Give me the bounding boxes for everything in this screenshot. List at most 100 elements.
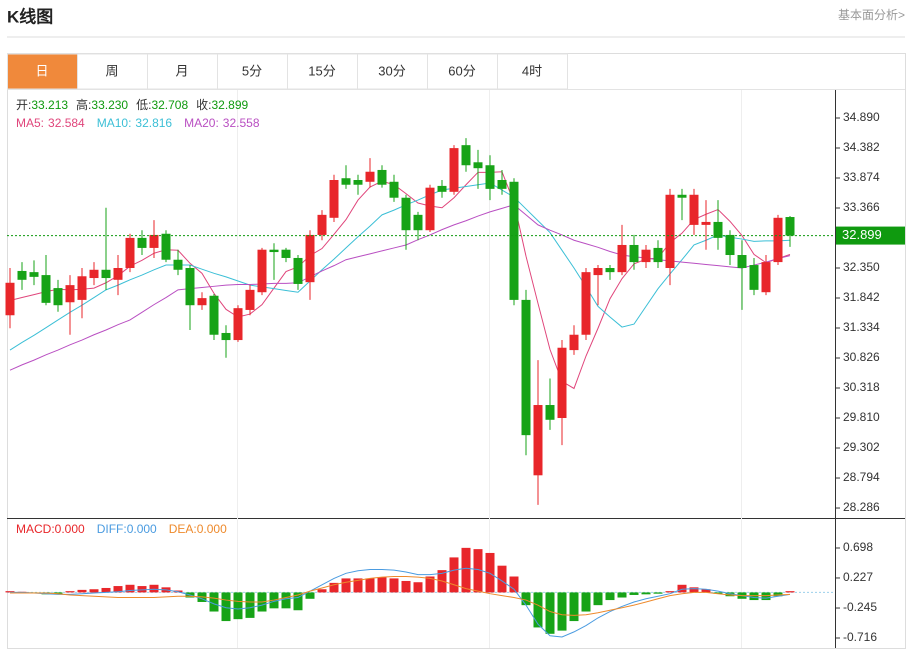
y-tick-label: 33.874 <box>843 170 880 184</box>
macd-bar <box>101 587 111 593</box>
macd-bar <box>749 592 759 601</box>
y-tick-label: 0.227 <box>843 570 873 584</box>
candle-body <box>665 194 675 269</box>
candle-body <box>137 237 147 248</box>
info-name: 高: <box>76 97 91 112</box>
ma-line <box>9 182 791 351</box>
candle-body <box>605 268 615 273</box>
macd-legend-name: MACD: <box>16 522 55 536</box>
tab-label[interactable]: 60分 <box>448 63 475 78</box>
tab[interactable]: 30分 <box>357 53 428 90</box>
candle-body <box>185 268 195 306</box>
candle-body <box>101 269 111 279</box>
candle-body <box>425 187 435 231</box>
candle-body <box>317 214 327 235</box>
tab[interactable]: 15分 <box>287 53 358 90</box>
macd-bar <box>701 589 711 593</box>
candle-body <box>329 180 339 218</box>
candle-body <box>245 289 255 310</box>
candle-body <box>209 295 219 335</box>
candle-body <box>497 180 507 189</box>
ma-legend-value: 32.584 <box>48 116 85 130</box>
tab[interactable]: 4时 <box>497 53 568 90</box>
candle-body <box>461 145 471 166</box>
macd-bar <box>785 591 795 593</box>
candle-body <box>5 282 15 316</box>
macd-bar <box>53 592 63 594</box>
y-tick-label: 34.382 <box>843 140 880 154</box>
tab-label[interactable]: 15分 <box>308 63 335 78</box>
tab-label[interactable]: 月 <box>175 63 188 78</box>
macd-legend-name: DEA: <box>169 522 197 536</box>
macd-bar <box>641 592 651 595</box>
y-tick-label: 28.286 <box>843 500 880 514</box>
tab-label[interactable]: 周 <box>105 63 118 78</box>
candle-body <box>257 249 267 293</box>
y-tick-label: 29.810 <box>843 410 880 424</box>
candle-body <box>557 347 567 419</box>
candle-body <box>521 299 531 436</box>
tab-bg[interactable] <box>77 53 148 90</box>
tab[interactable]: 日 <box>7 53 78 90</box>
candle-body <box>305 234 315 283</box>
macd-bar <box>665 591 675 593</box>
macd-bar <box>401 580 411 593</box>
candle-body <box>65 285 75 303</box>
tab-label[interactable]: 4时 <box>522 63 542 78</box>
y-tick-label: 32.350 <box>843 260 880 274</box>
candle-body <box>389 181 399 198</box>
candle-body <box>53 288 63 306</box>
tab[interactable]: 周 <box>77 53 148 90</box>
candle-body <box>365 171 375 182</box>
macd-bar <box>125 584 135 593</box>
y-tick-label: -0.716 <box>843 630 877 644</box>
candle-body <box>269 249 279 253</box>
candle-body <box>785 217 795 236</box>
macd-bar <box>5 591 15 593</box>
macd-bar <box>461 547 471 593</box>
candle-body <box>353 180 363 185</box>
candle-body <box>29 272 39 277</box>
macd-bar <box>593 592 603 606</box>
macd-bar <box>653 592 663 594</box>
candle-body <box>593 268 603 276</box>
info-name: 收: <box>196 98 211 112</box>
macd-bar <box>629 592 639 595</box>
tab[interactable]: 5分 <box>217 53 288 90</box>
tab[interactable]: 60分 <box>427 53 498 90</box>
tab-bg[interactable] <box>7 53 78 90</box>
macd-bar <box>497 565 507 593</box>
macd-bar <box>617 592 627 598</box>
tab-bg[interactable] <box>287 53 358 90</box>
macd-bar <box>293 592 303 611</box>
analysis-link[interactable]: 基本面分析> <box>838 8 905 22</box>
macd-legend-value: 0.000 <box>55 522 85 536</box>
candle-body <box>533 405 543 476</box>
candle-body <box>485 165 495 189</box>
candle-body <box>641 249 651 263</box>
tab-bg[interactable] <box>147 53 218 90</box>
y-tick-label: 0.698 <box>843 540 873 554</box>
macd-bar <box>581 592 591 612</box>
candle-body <box>197 298 207 306</box>
candle-body <box>173 259 183 270</box>
candle-body <box>701 221 711 225</box>
candle-body <box>113 268 123 280</box>
tab-label[interactable]: 5分 <box>242 63 262 78</box>
macd-legend-value: 0.000 <box>197 522 227 536</box>
tab-label[interactable]: 30分 <box>378 63 405 78</box>
macd-bar <box>545 592 555 634</box>
tab[interactable]: 月 <box>147 53 218 90</box>
info-value: 32.708 <box>151 98 188 112</box>
tab-bg[interactable] <box>497 53 568 90</box>
candle-body <box>281 249 291 258</box>
macd-bar <box>137 586 147 593</box>
candle-body <box>629 244 639 263</box>
macd-bar <box>425 576 435 593</box>
info-value: 32.899 <box>211 98 248 112</box>
candle-body <box>233 308 243 341</box>
tab-label[interactable]: 日 <box>35 63 48 78</box>
macd-bar <box>713 592 723 594</box>
macd-bar <box>689 587 699 593</box>
last-price-box <box>836 226 905 245</box>
